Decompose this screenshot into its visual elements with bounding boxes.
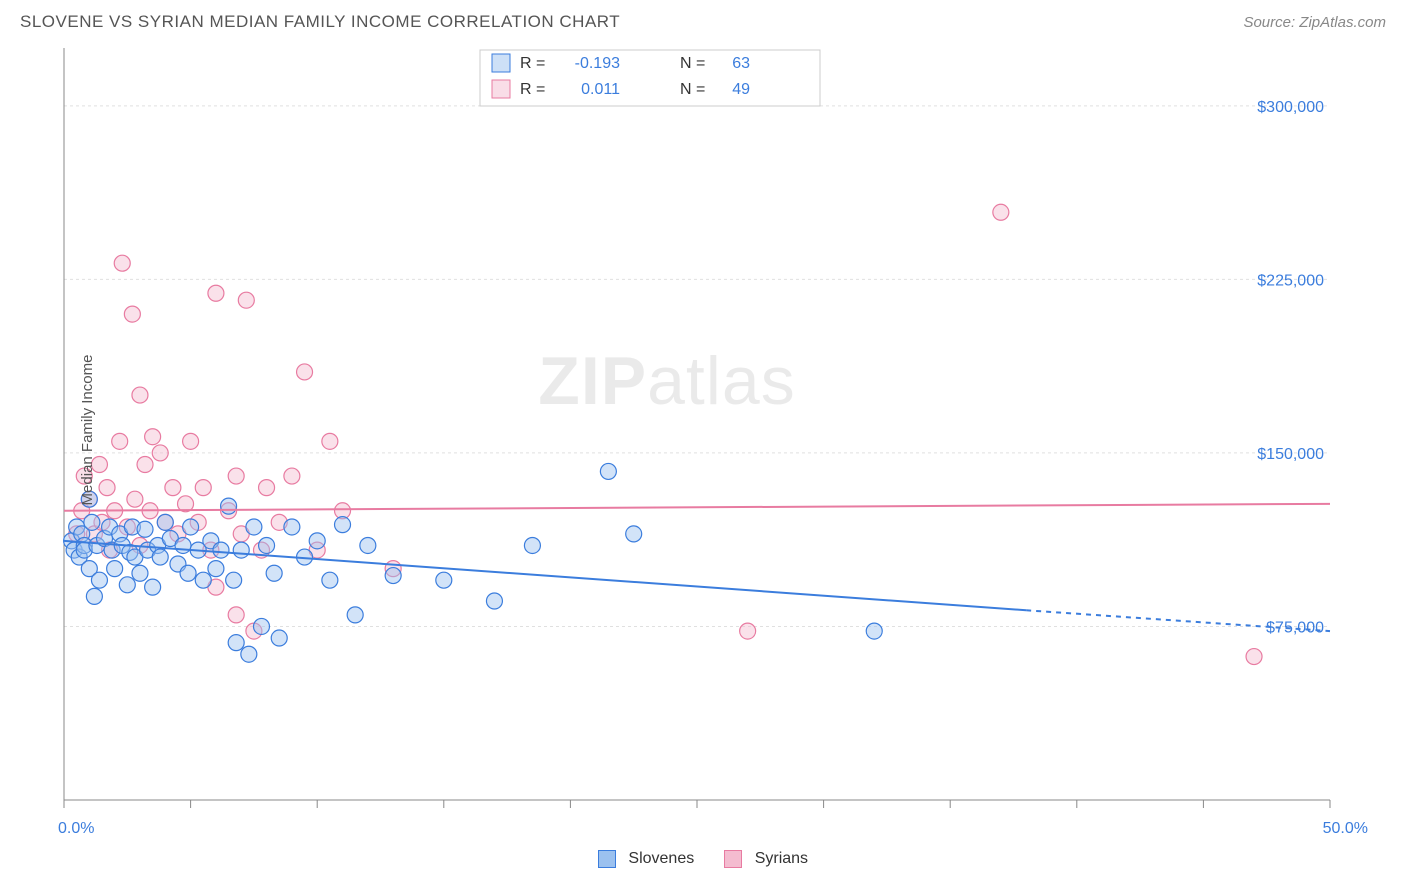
svg-text:$150,000: $150,000 — [1257, 446, 1324, 463]
bottom-legend: Slovenes Syrians — [0, 850, 1406, 868]
scatter-chart: $75,000 $150,000 $225,000 $300,000 ZIPatlas R… — [20, 40, 1340, 820]
x-min-label: 0.0% — [58, 820, 94, 838]
svg-text:$300,000: $300,000 — [1257, 99, 1324, 116]
legend-item-slovenes: Slovenes — [598, 850, 694, 868]
chart-area: Median Family Income $75,000 $150,000 $225… — [20, 40, 1386, 820]
svg-text:49: 49 — [732, 81, 750, 98]
svg-text:R =: R = — [520, 81, 545, 98]
svg-text:N =: N = — [680, 81, 705, 98]
legend-label-syrians: Syrians — [755, 850, 808, 867]
svg-text:$225,000: $225,000 — [1257, 272, 1324, 289]
legend-swatch-syrians — [724, 850, 742, 868]
svg-text:-0.193: -0.193 — [575, 55, 620, 72]
source-label: Source: ZipAtlas.com — [1243, 14, 1386, 31]
svg-text:63: 63 — [732, 55, 750, 72]
x-axis-labels: 0.0% 50.0% — [20, 820, 1386, 844]
x-max-label: 50.0% — [1323, 820, 1368, 838]
svg-text:ZIPatlas: ZIPatlas — [538, 343, 795, 419]
chart-title: SLOVENE VS SYRIAN MEDIAN FAMILY INCOME C… — [20, 12, 620, 32]
legend-label-slovenes: Slovenes — [628, 850, 694, 867]
y-axis-label: Median Family Income — [79, 355, 96, 506]
svg-text:R =: R = — [520, 55, 545, 72]
chart-header: SLOVENE VS SYRIAN MEDIAN FAMILY INCOME C… — [0, 0, 1406, 40]
svg-text:0.011: 0.011 — [581, 81, 620, 98]
svg-text:$75,000: $75,000 — [1266, 619, 1324, 636]
legend-item-syrians: Syrians — [724, 850, 808, 868]
legend-swatch-slovenes — [598, 850, 616, 868]
svg-text:N =: N = — [680, 55, 705, 72]
